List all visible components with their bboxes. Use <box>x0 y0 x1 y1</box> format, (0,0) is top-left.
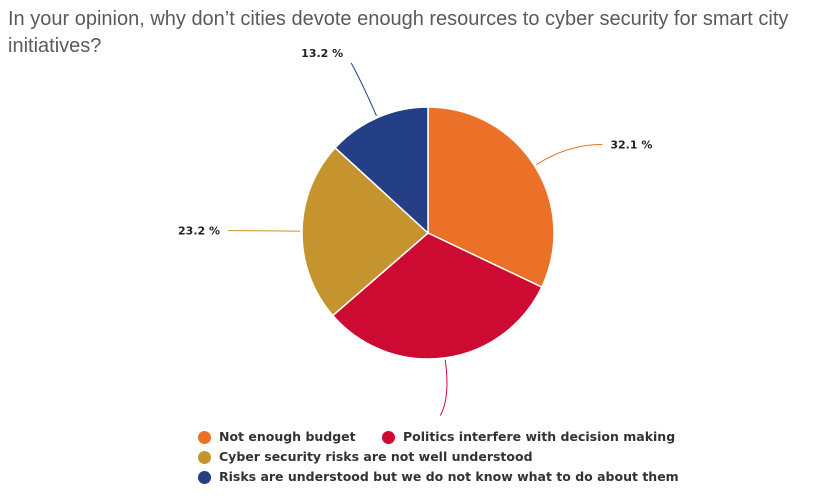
pie-slice-politics <box>331 232 543 360</box>
pie-slice-dont-know <box>334 106 429 235</box>
pie-chart: 32.1 % 31.6 % 23.2 % 13.2 % <box>178 47 652 420</box>
pie-slice-not-understood <box>301 146 430 317</box>
legend-swatch-dont-know <box>198 470 211 484</box>
legend-label-politics: Politics interfere with decision making <box>403 429 676 444</box>
legend-swatch-politics <box>382 430 395 444</box>
legend-swatch-not-understood <box>198 450 211 464</box>
leader-line-not-understood <box>228 230 301 232</box>
legend-swatch-budget <box>198 430 211 444</box>
data-label-not-understood: 23.2 % <box>178 225 220 238</box>
legend-item-budget: Not enough budget <box>198 427 356 447</box>
data-label-budget: 32.1 % <box>610 138 652 151</box>
legend-label-budget: Not enough budget <box>219 429 356 444</box>
legend-label-not-understood: Cyber security risks are not well unders… <box>219 449 533 464</box>
pie-slice-budget <box>427 106 555 289</box>
legend: Not enough budget Politics interfere wit… <box>198 427 701 487</box>
data-label-politics: 31.6 % <box>390 419 432 420</box>
legend-item-not-understood: Cyber security risks are not well unders… <box>198 447 533 467</box>
legend-item-politics: Politics interfere with decision making <box>382 427 675 447</box>
data-label-dont-know: 13.2 % <box>301 47 343 60</box>
leader-line-budget <box>535 143 603 166</box>
leader-line-politics <box>439 359 448 416</box>
legend-label-dont-know: Risks are understood but we do not know … <box>219 469 679 484</box>
legend-item-dont-know: Risks are understood but we do not know … <box>198 467 679 487</box>
chart-title: In your opinion, why don’t cities devote… <box>8 8 789 57</box>
leader-line-dont-know <box>350 62 377 117</box>
